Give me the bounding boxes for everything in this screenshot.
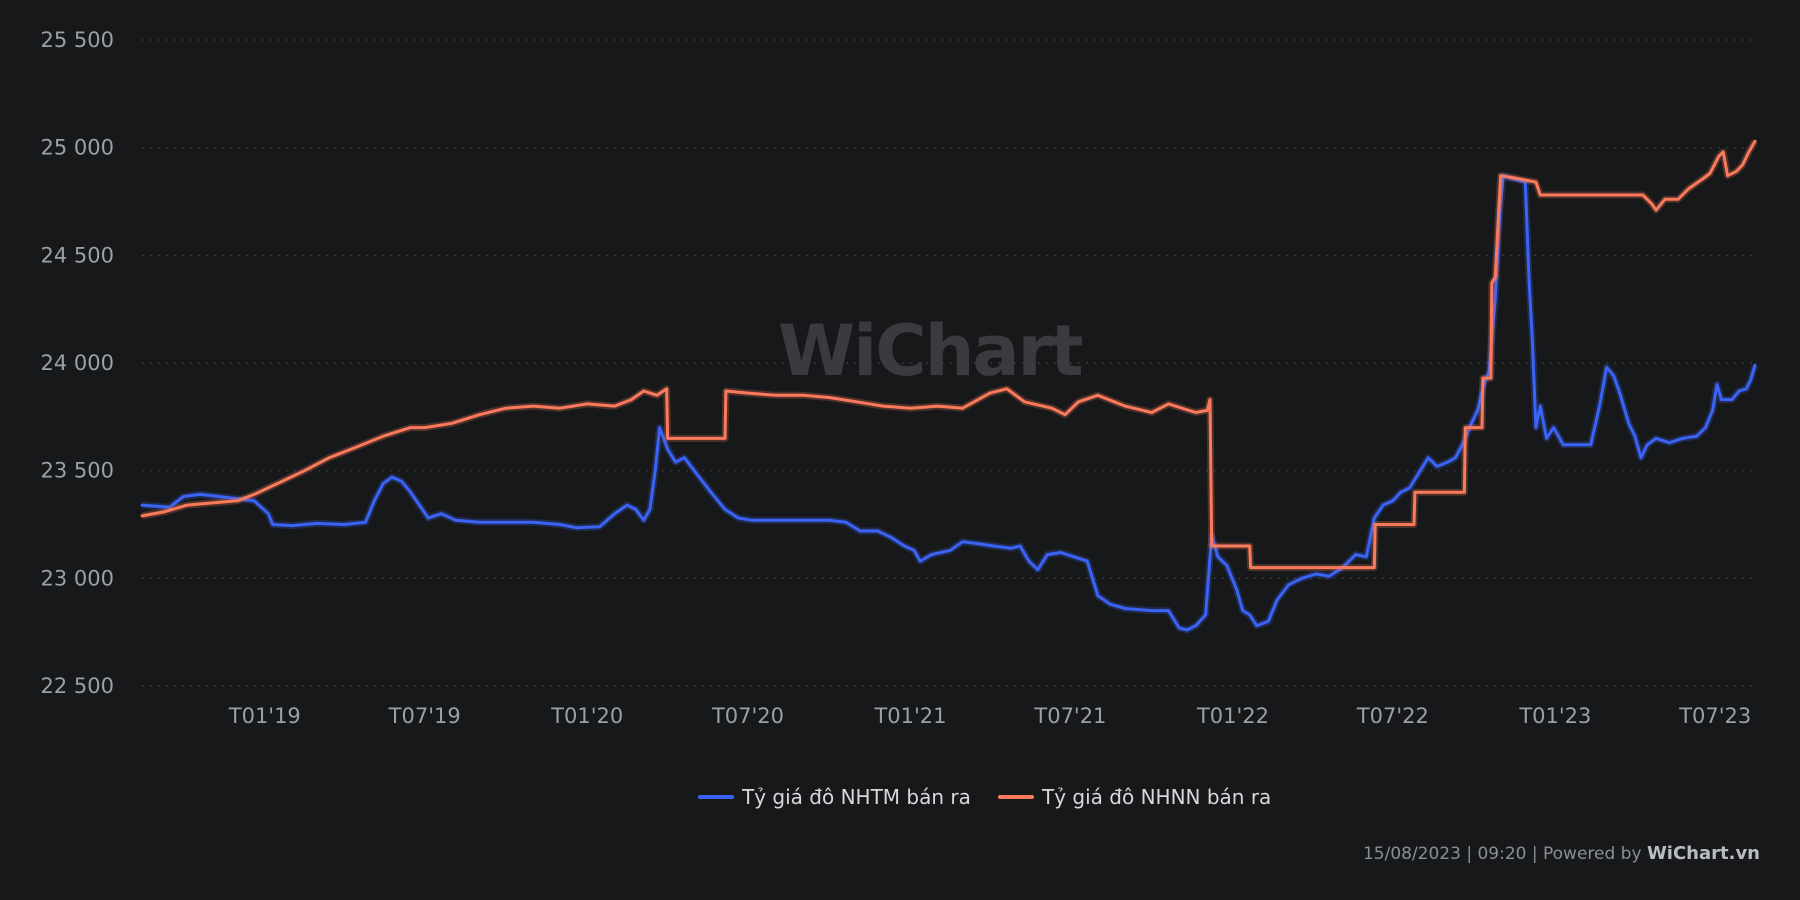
footer-timestamp: 15/08/2023 | 09:20 | Powered by — [1362, 844, 1647, 864]
series-line-1[interactable] — [140, 174, 1757, 632]
y-tick-label: 25 000 — [41, 136, 114, 160]
x-tick-label: T07'23 — [1678, 704, 1751, 728]
x-tick-label: T01'21 — [873, 704, 946, 728]
legend[interactable]: Tỷ giá đô NHTM bán ra Tỷ giá đô NHNN bán … — [698, 785, 1271, 809]
series-line-glow-1 — [141, 172, 1759, 634]
y-tick-label: 25 500 — [41, 28, 114, 52]
series-lines — [140, 139, 1759, 634]
x-tick-label: T01'23 — [1518, 704, 1591, 728]
legend-item-1[interactable]: Tỷ giá đô NHTM bán ra — [698, 785, 971, 809]
footer-credit: 15/08/2023 | 09:20 | Powered by WiChart.… — [1363, 843, 1760, 864]
x-tick-label: T07'19 — [388, 704, 461, 728]
legend-label: Tỷ giá đô NHTM bán ra — [741, 785, 971, 809]
legend-label: Tỷ giá đô NHNN bán ra — [1041, 785, 1271, 809]
x-tick-label: T01'20 — [550, 704, 623, 728]
y-tick-label: 23 500 — [41, 459, 114, 483]
y-tick-label: 22 500 — [41, 674, 114, 698]
y-tick-label: 24 500 — [41, 243, 114, 267]
x-tick-label: T07'22 — [1356, 704, 1429, 728]
x-tick-label: T01'19 — [228, 704, 301, 728]
legend-item-2[interactable]: Tỷ giá đô NHNN bán ra — [998, 785, 1271, 809]
x-tick-label: T07'21 — [1033, 704, 1106, 728]
watermark-logo: WiChart — [778, 310, 1082, 392]
grid-lines — [142, 39, 1755, 687]
series-line-2[interactable] — [140, 139, 1757, 570]
x-axis: T01'19 T07'19 T01'20 T07'20 T01'21 T07'21 T01'… — [228, 704, 1752, 728]
y-axis: 25 500 25 000 24 500 24 000 23 500 23 000 22 5… — [41, 28, 114, 698]
x-tick-label: T01'22 — [1196, 704, 1269, 728]
x-tick-label: T07'20 — [711, 704, 784, 728]
y-tick-label: 23 000 — [41, 566, 114, 590]
y-tick-label: 24 000 — [41, 351, 114, 375]
footer-brand-link[interactable]: WiChart.vn — [1646, 843, 1760, 864]
